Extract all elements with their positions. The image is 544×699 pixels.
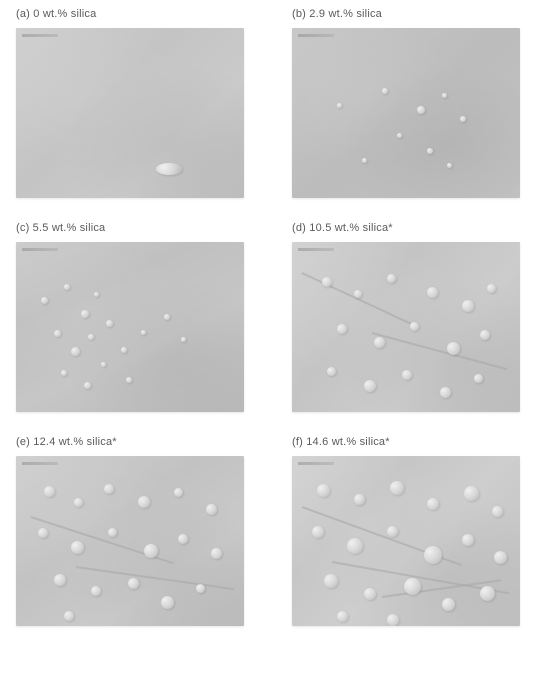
panel-b: (b) 2.9 wt.% silica [292,8,528,198]
scale-bar [298,462,334,465]
panel-b-image [292,28,520,198]
panel-f: (f) 14.6 wt.% silica* [292,436,528,626]
panel-c: (c) 5.5 wt.% silica [16,222,252,412]
panel-c-image [16,242,244,412]
panel-c-label: (c) 5.5 wt.% silica [16,222,252,234]
panel-a-image [16,28,244,198]
scale-bar [22,248,58,251]
scale-bar [298,248,334,251]
panel-a-label: (a) 0 wt.% silica [16,8,252,20]
scale-bar [298,34,334,37]
panel-f-label: (f) 14.6 wt.% silica* [292,436,528,448]
panel-e: (e) 12.4 wt.% silica* [16,436,252,626]
panel-e-label: (e) 12.4 wt.% silica* [16,436,252,448]
scale-bar [22,34,58,37]
panel-a: (a) 0 wt.% silica [16,8,252,198]
panel-b-label: (b) 2.9 wt.% silica [292,8,528,20]
figure-grid: (a) 0 wt.% silica (b) 2.9 wt.% silica (c… [16,8,528,626]
panel-d: (d) 10.5 wt.% silica* [292,222,528,412]
panel-d-image [292,242,520,412]
panel-d-label: (d) 10.5 wt.% silica* [292,222,528,234]
panel-f-image [292,456,520,626]
panel-e-image [16,456,244,626]
scale-bar [22,462,58,465]
